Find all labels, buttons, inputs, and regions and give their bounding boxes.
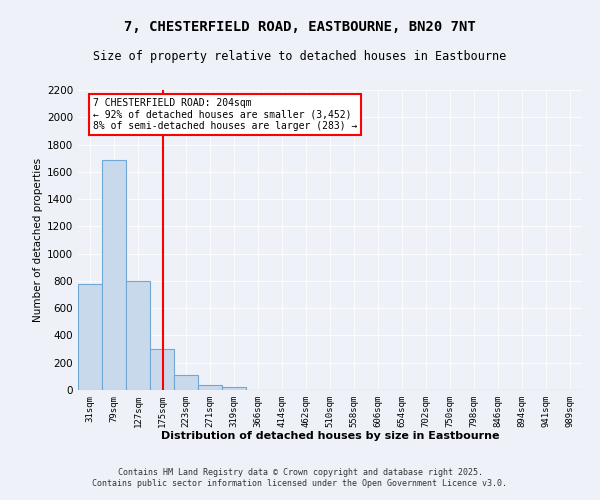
Bar bbox=[78, 284, 102, 390]
Bar bbox=[102, 160, 126, 390]
Bar bbox=[174, 375, 198, 390]
Bar bbox=[150, 349, 174, 390]
Bar bbox=[126, 281, 150, 390]
Bar bbox=[222, 388, 246, 390]
X-axis label: Distribution of detached houses by size in Eastbourne: Distribution of detached houses by size … bbox=[161, 432, 499, 442]
Y-axis label: Number of detached properties: Number of detached properties bbox=[33, 158, 43, 322]
Text: 7, CHESTERFIELD ROAD, EASTBOURNE, BN20 7NT: 7, CHESTERFIELD ROAD, EASTBOURNE, BN20 7… bbox=[124, 20, 476, 34]
Text: Size of property relative to detached houses in Eastbourne: Size of property relative to detached ho… bbox=[94, 50, 506, 63]
Text: Contains HM Land Registry data © Crown copyright and database right 2025.
Contai: Contains HM Land Registry data © Crown c… bbox=[92, 468, 508, 487]
Bar bbox=[198, 384, 222, 390]
Text: 7 CHESTERFIELD ROAD: 204sqm
← 92% of detached houses are smaller (3,452)
8% of s: 7 CHESTERFIELD ROAD: 204sqm ← 92% of det… bbox=[93, 98, 358, 130]
